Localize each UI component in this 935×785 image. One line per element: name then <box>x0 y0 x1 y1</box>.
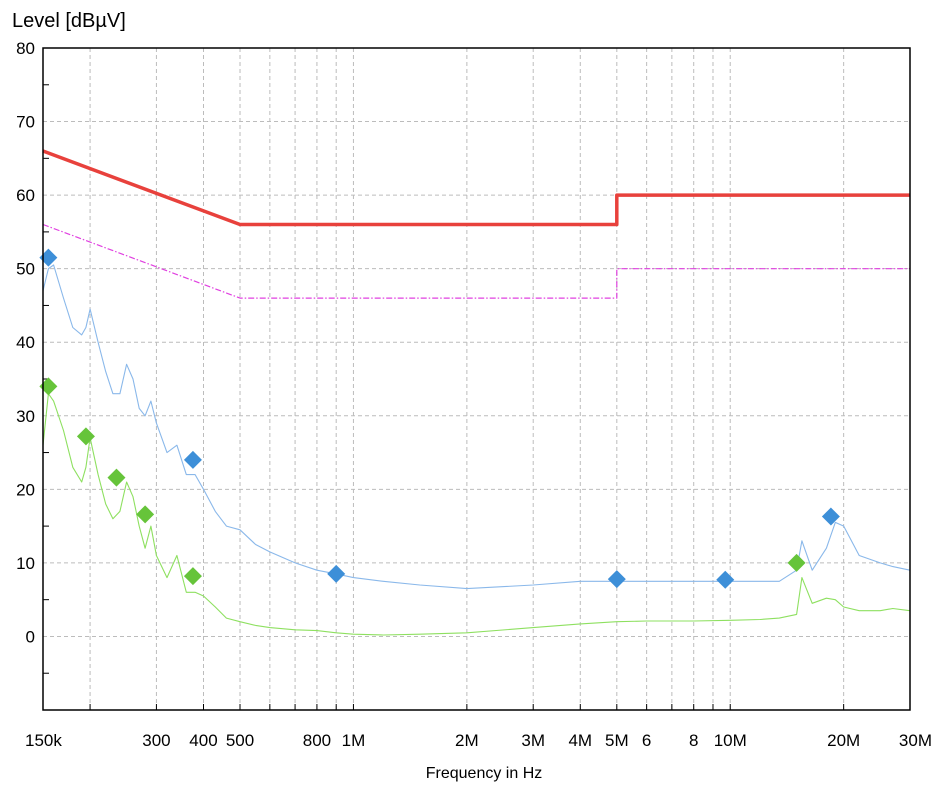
marker-diamond <box>136 505 155 524</box>
x-tick-label: 800 <box>303 731 331 750</box>
marker-diamond <box>327 564 346 583</box>
x-axis-title: Frequency in Hz <box>426 765 543 782</box>
x-tick-label: 500 <box>226 731 254 750</box>
y-tick-label: 40 <box>16 333 35 352</box>
series-line-limit-avg <box>42 223 910 299</box>
marker-diamond <box>39 248 58 267</box>
y-tick-label: 50 <box>16 260 35 279</box>
x-tick-labels: 150k 300 400 500 800 1M 2M 3M 4M 5M 6 8 10M 20M 30M <box>25 731 932 750</box>
x-tick-label: 20M <box>827 731 860 750</box>
x-tick-label: 8 <box>689 731 698 750</box>
series-layer <box>42 149 911 636</box>
y-axis-title: Level [dBµV] <box>12 10 126 32</box>
plot-frame <box>42 47 911 711</box>
x-tick-label: 150k <box>25 731 62 750</box>
marker-diamond <box>183 450 202 469</box>
x-tick-label: 6 <box>642 731 651 750</box>
marker-diamond <box>39 377 58 396</box>
y-tick-label: 20 <box>16 480 35 499</box>
series-line-scan-peak <box>42 264 911 590</box>
x-tick-label: 400 <box>189 731 217 750</box>
marker-diamond <box>787 553 806 572</box>
minor-ticks <box>43 84 845 710</box>
series-line-scan-avg <box>42 393 911 636</box>
x-tick-label: 4M <box>568 731 592 750</box>
marker-diamond <box>183 567 202 586</box>
marker-layer <box>39 248 840 589</box>
x-tick-label: 2M <box>455 731 479 750</box>
marker-diamond <box>821 507 840 526</box>
y-tick-label: 60 <box>16 186 35 205</box>
marker-diamond <box>607 570 626 589</box>
x-tick-label: 300 <box>142 731 170 750</box>
y-tick-label: 10 <box>16 554 35 573</box>
marker-diamond <box>716 570 735 589</box>
y-tick-label: 0 <box>26 627 35 646</box>
x-tick-label: 5M <box>605 731 629 750</box>
x-tick-label: 1M <box>342 731 366 750</box>
y-tick-label: 30 <box>16 407 35 426</box>
x-tick-label: 3M <box>521 731 545 750</box>
x-tick-label: 30M <box>899 731 932 750</box>
marker-diamond <box>76 427 95 446</box>
y-tick-label: 80 <box>16 39 35 58</box>
x-tick-label: 10M <box>714 731 747 750</box>
series-line-limit-qp <box>42 149 910 227</box>
grid-lines <box>43 47 910 711</box>
y-tick-labels: 0 10 20 30 40 50 60 70 80 <box>16 39 35 646</box>
y-tick-label: 70 <box>16 113 35 132</box>
marker-diamond <box>107 468 126 487</box>
